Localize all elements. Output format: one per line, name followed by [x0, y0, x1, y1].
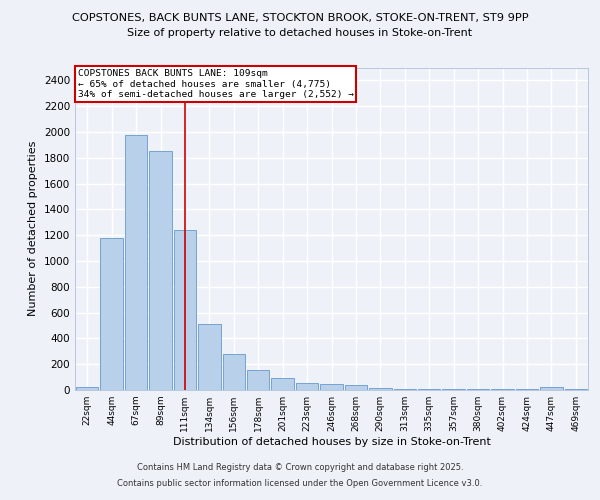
X-axis label: Distribution of detached houses by size in Stoke-on-Trent: Distribution of detached houses by size …: [173, 437, 490, 447]
Text: COPSTONES, BACK BUNTS LANE, STOCKTON BROOK, STOKE-ON-TRENT, ST9 9PP: COPSTONES, BACK BUNTS LANE, STOCKTON BRO…: [71, 12, 529, 22]
Text: Contains HM Land Registry data © Crown copyright and database right 2025.: Contains HM Land Registry data © Crown c…: [137, 464, 463, 472]
Bar: [344, 385, 367, 390]
Bar: [223, 354, 245, 390]
Bar: [247, 370, 269, 390]
Bar: [100, 238, 123, 390]
Bar: [296, 383, 319, 390]
Bar: [198, 324, 221, 390]
Bar: [369, 388, 392, 390]
Y-axis label: Number of detached properties: Number of detached properties: [28, 141, 38, 316]
Bar: [125, 135, 148, 390]
Bar: [271, 378, 294, 390]
Text: Size of property relative to detached houses in Stoke-on-Trent: Size of property relative to detached ho…: [127, 28, 473, 38]
Bar: [320, 384, 343, 390]
Bar: [76, 387, 98, 390]
Text: COPSTONES BACK BUNTS LANE: 109sqm
← 65% of detached houses are smaller (4,775)
3: COPSTONES BACK BUNTS LANE: 109sqm ← 65% …: [77, 69, 353, 99]
Bar: [173, 230, 196, 390]
Text: Contains public sector information licensed under the Open Government Licence v3: Contains public sector information licen…: [118, 478, 482, 488]
Bar: [149, 152, 172, 390]
Bar: [540, 388, 563, 390]
